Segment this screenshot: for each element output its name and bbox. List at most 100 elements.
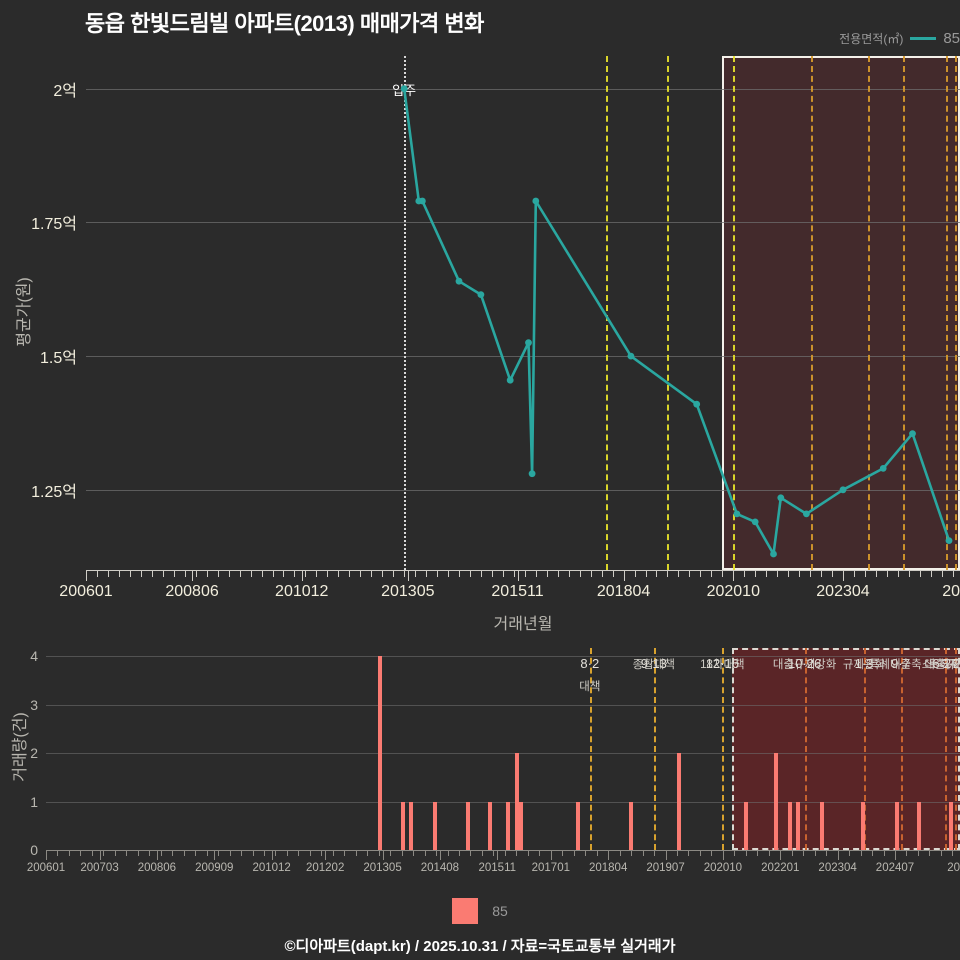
price-x-tick — [777, 571, 779, 577]
volume-x-tick — [183, 851, 185, 856]
price-x-tick — [513, 571, 515, 577]
price-x-tick-major — [407, 571, 409, 581]
price-x-tick — [656, 571, 658, 577]
volume-x-tick — [275, 851, 277, 856]
volume-bar — [488, 801, 493, 850]
policy-line-9-7 — [903, 56, 906, 570]
annotation-date: 3·20 — [941, 656, 960, 671]
volume-x-tick — [906, 851, 908, 856]
price-x-tick — [810, 571, 812, 577]
annotation-date: 6·27 — [932, 656, 959, 671]
price-x-tick — [821, 571, 823, 577]
price-x-tick — [744, 571, 746, 577]
annotation-label: 대출규제강화 — [772, 659, 837, 671]
volume-highlight-region — [731, 648, 960, 850]
price-x-tick-label: 202304 — [816, 583, 870, 600]
volume-x-tick — [791, 851, 793, 856]
volume-x-tick — [424, 851, 426, 856]
annotation-label: 18차대책 — [700, 659, 745, 671]
policy-line-10-26 — [811, 56, 814, 570]
price-x-tick — [261, 571, 263, 577]
price-x-tick-major — [733, 571, 735, 581]
volume-x-tick-label: 202201 — [761, 862, 800, 874]
price-x-tick-major — [192, 571, 194, 581]
volume-x-tick — [814, 851, 816, 856]
volume-bar — [628, 801, 633, 850]
volume-x-tick-label: 201511 — [478, 862, 517, 874]
price-x-tick — [327, 571, 329, 577]
price-x-tick — [755, 571, 757, 577]
price-x-tick — [415, 571, 417, 577]
volume-bar — [948, 801, 953, 850]
volume-x-tick — [91, 851, 93, 856]
volume-x-tick — [734, 851, 736, 856]
price-x-tick — [184, 571, 186, 577]
policy-line-1-3 — [868, 56, 871, 570]
volume-x-tick — [940, 851, 942, 856]
volume-x-tick-label: 201701 — [531, 862, 570, 874]
policy-line-8-2 — [606, 56, 609, 570]
volume-x-tick — [172, 851, 174, 856]
volume-x-tick — [516, 851, 518, 856]
price-x-tick — [689, 571, 691, 577]
policy-line-3-20 — [954, 56, 957, 570]
volume-x-tick — [309, 851, 311, 856]
volume-y-tick-label: 3 — [30, 696, 38, 713]
annotation-date: 9·13 — [640, 656, 667, 671]
price-gridline — [86, 489, 960, 491]
price-x-tick — [437, 571, 439, 577]
price-x-tick-label: 201305 — [381, 583, 435, 600]
volume-x-tick-label: 200806 — [137, 862, 177, 874]
volume-x-tick — [929, 851, 931, 856]
volume-x-tick-label: 201305 — [363, 862, 402, 874]
volume-x-tick-major — [214, 851, 216, 860]
price-x-tick-major — [842, 571, 844, 581]
volume-x-tick — [654, 851, 656, 856]
volume-x-tick-label: 200909 — [195, 862, 234, 874]
volume-x-tick-label: 201012 — [252, 862, 291, 874]
volume-x-tick-label: 201202 — [305, 862, 345, 874]
price-x-tick — [250, 571, 252, 577]
price-x-tick — [469, 571, 471, 577]
volume-bar — [506, 801, 511, 850]
volume-x-tick — [642, 851, 644, 856]
volume-x-tick — [218, 851, 220, 856]
volume-bar — [408, 801, 413, 850]
volume-x-tick-major — [46, 851, 47, 860]
price-x-tick — [206, 571, 208, 577]
price-x-tick — [371, 571, 373, 577]
volume-bar — [519, 801, 524, 850]
volume-bar — [819, 801, 824, 850]
price-x-tick — [546, 571, 548, 577]
price-x-axis — [86, 570, 960, 571]
price-x-tick — [294, 571, 296, 577]
volume-x-tick-label: 202304 — [818, 862, 857, 874]
price-x-tick — [459, 571, 460, 577]
policy-line-12-16 — [732, 56, 735, 570]
price-x-tick — [645, 571, 647, 577]
volume-x-tick — [470, 851, 472, 856]
annotation-label: 특례대출축소 — [868, 659, 933, 671]
legend-top: 전용면적(㎡) 85 — [839, 30, 960, 47]
volume-x-tick — [401, 851, 403, 856]
volume-policy-line-12-16 — [722, 648, 725, 850]
price-x-tick — [612, 571, 614, 577]
volume-x-tick — [149, 851, 151, 856]
price-x-tick — [590, 571, 592, 577]
volume-policy-line-9-7 — [900, 648, 903, 850]
volume-bar — [401, 801, 406, 850]
volume-x-tick-label: 202407 — [875, 862, 915, 874]
price-x-axis-title: 거래년월 — [493, 616, 553, 633]
price-x-tick — [919, 571, 921, 577]
price-x-tick — [601, 571, 603, 577]
price-x-tick — [502, 571, 504, 577]
price-x-tick — [634, 571, 636, 577]
volume-x-tick — [286, 851, 288, 856]
volume-x-tick-major — [271, 851, 273, 860]
volume-bar — [677, 753, 682, 850]
volume-x-tick — [803, 851, 805, 856]
volume-x-tick — [252, 851, 254, 856]
price-x-tick — [151, 571, 153, 577]
price-x-tick — [162, 571, 164, 577]
price-x-tick-label: 200601 — [59, 583, 113, 600]
